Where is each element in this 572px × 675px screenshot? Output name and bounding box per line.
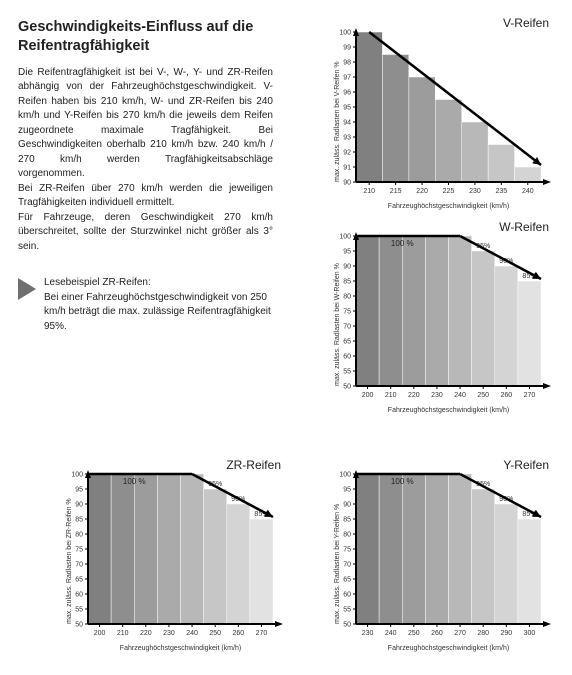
svg-text:230: 230 — [431, 392, 443, 399]
svg-text:220: 220 — [408, 392, 420, 399]
svg-text:93: 93 — [343, 135, 351, 142]
svg-text:60: 60 — [75, 592, 83, 599]
svg-text:220: 220 — [140, 630, 152, 637]
page-title: Geschwindigkeits-Einfluss auf die Reifen… — [18, 18, 268, 56]
svg-text:99: 99 — [343, 45, 351, 52]
svg-text:250: 250 — [477, 392, 489, 399]
svg-text:210: 210 — [117, 630, 129, 637]
svg-text:240: 240 — [186, 630, 198, 637]
svg-text:260: 260 — [232, 630, 244, 637]
svg-text:210: 210 — [385, 392, 397, 399]
svg-text:55: 55 — [343, 607, 351, 614]
svg-text:225: 225 — [443, 188, 455, 195]
svg-text:280: 280 — [477, 630, 489, 637]
chart-v-reifen: V-Reifen max. zuläss. Radlasten bei V-Rei… — [328, 18, 551, 212]
svg-text:90: 90 — [75, 502, 83, 509]
svg-text:240: 240 — [522, 188, 534, 195]
svg-text:50: 50 — [343, 622, 351, 629]
svg-text:290: 290 — [500, 630, 512, 637]
svg-text:65: 65 — [75, 577, 83, 584]
svg-text:100: 100 — [339, 234, 351, 241]
svg-text:60: 60 — [343, 354, 351, 361]
chart-title: Y-Reifen — [503, 458, 549, 472]
svg-text:98: 98 — [343, 60, 351, 67]
svg-text:91: 91 — [343, 165, 351, 172]
svg-text:270: 270 — [256, 630, 268, 637]
svg-text:240: 240 — [454, 392, 466, 399]
svg-text:75: 75 — [343, 309, 351, 316]
svg-text:250: 250 — [408, 630, 420, 637]
svg-text:70: 70 — [343, 562, 351, 569]
svg-text:260: 260 — [500, 392, 512, 399]
chart-title: W-Reifen — [499, 220, 549, 234]
svg-text:75: 75 — [75, 547, 83, 554]
svg-text:65: 65 — [343, 577, 351, 584]
svg-text:60: 60 — [343, 592, 351, 599]
svg-text:90: 90 — [343, 264, 351, 271]
svg-text:210: 210 — [363, 188, 375, 195]
chart-w-reifen: W-Reifen max. zuläss. Radlasten bei W-Rei… — [328, 222, 551, 416]
svg-text:95: 95 — [343, 105, 351, 112]
svg-text:220: 220 — [416, 188, 428, 195]
svg-text:215: 215 — [390, 188, 402, 195]
svg-text:200: 200 — [362, 392, 374, 399]
svg-text:95: 95 — [343, 487, 351, 494]
svg-text:300: 300 — [524, 630, 536, 637]
svg-text:100: 100 — [339, 30, 351, 37]
triangle-marker-icon — [18, 278, 36, 300]
svg-text:97: 97 — [343, 75, 351, 82]
svg-text:70: 70 — [343, 324, 351, 331]
example-heading: Lesebeispiel ZR-Reifen: — [44, 276, 273, 291]
svg-text:55: 55 — [343, 369, 351, 376]
svg-text:85: 85 — [343, 517, 351, 524]
svg-text:90: 90 — [343, 502, 351, 509]
svg-text:80: 80 — [343, 532, 351, 539]
svg-text:95: 95 — [75, 487, 83, 494]
svg-text:96: 96 — [343, 90, 351, 97]
chart-y-axis-label: max. zuläss. Radlasten bei ZR-Reifen % — [66, 498, 73, 624]
svg-text:50: 50 — [75, 622, 83, 629]
svg-text:100 %: 100 % — [391, 239, 414, 248]
svg-text:270: 270 — [524, 392, 536, 399]
chart-y-axis-label: max. zuläss. Radlasten bei V-Reifen % — [334, 61, 341, 182]
svg-text:240: 240 — [385, 630, 397, 637]
chart-title: ZR-Reifen — [226, 458, 281, 472]
svg-text:85: 85 — [75, 517, 83, 524]
svg-text:95: 95 — [343, 249, 351, 256]
svg-text:50: 50 — [343, 384, 351, 391]
svg-text:94: 94 — [343, 120, 351, 127]
svg-text:230: 230 — [362, 630, 374, 637]
svg-text:90: 90 — [343, 180, 351, 187]
svg-text:100 %: 100 % — [391, 477, 414, 486]
svg-text:55: 55 — [75, 607, 83, 614]
svg-text:200: 200 — [94, 630, 106, 637]
svg-text:70: 70 — [75, 562, 83, 569]
svg-text:270: 270 — [454, 630, 466, 637]
chart-y-axis-label: max. zuläss. Radlasten bei Y-Reifen % — [334, 504, 341, 624]
svg-text:100 %: 100 % — [123, 477, 146, 486]
svg-text:85: 85 — [343, 279, 351, 286]
example-body: Bei einer Fahrzeughöchstgeschwindigkeit … — [44, 291, 273, 335]
svg-text:75: 75 — [343, 547, 351, 554]
svg-text:80: 80 — [343, 294, 351, 301]
svg-text:65: 65 — [343, 339, 351, 346]
chart-title: V-Reifen — [503, 16, 549, 30]
chart-zr-reifen: ZR-Reifen max. zuläss. Radlasten bei ZR-R… — [60, 460, 283, 654]
svg-text:100: 100 — [339, 472, 351, 479]
svg-text:230: 230 — [469, 188, 481, 195]
body-paragraph: Die Reifentragfähigkeit ist bei V-, W-, … — [18, 66, 273, 255]
chart-y-reifen: Y-Reifen max. zuläss. Radlasten bei Y-Rei… — [328, 460, 551, 654]
chart-y-axis-label: max. zuläss. Radlasten bei W-Reifen % — [334, 263, 341, 386]
svg-text:92: 92 — [343, 150, 351, 157]
svg-text:100: 100 — [71, 472, 83, 479]
reading-example: Lesebeispiel ZR-Reifen: Bei einer Fahrze… — [18, 276, 273, 334]
svg-text:80: 80 — [75, 532, 83, 539]
svg-text:250: 250 — [209, 630, 221, 637]
svg-text:260: 260 — [431, 630, 443, 637]
svg-text:235: 235 — [496, 188, 508, 195]
svg-text:230: 230 — [163, 630, 175, 637]
